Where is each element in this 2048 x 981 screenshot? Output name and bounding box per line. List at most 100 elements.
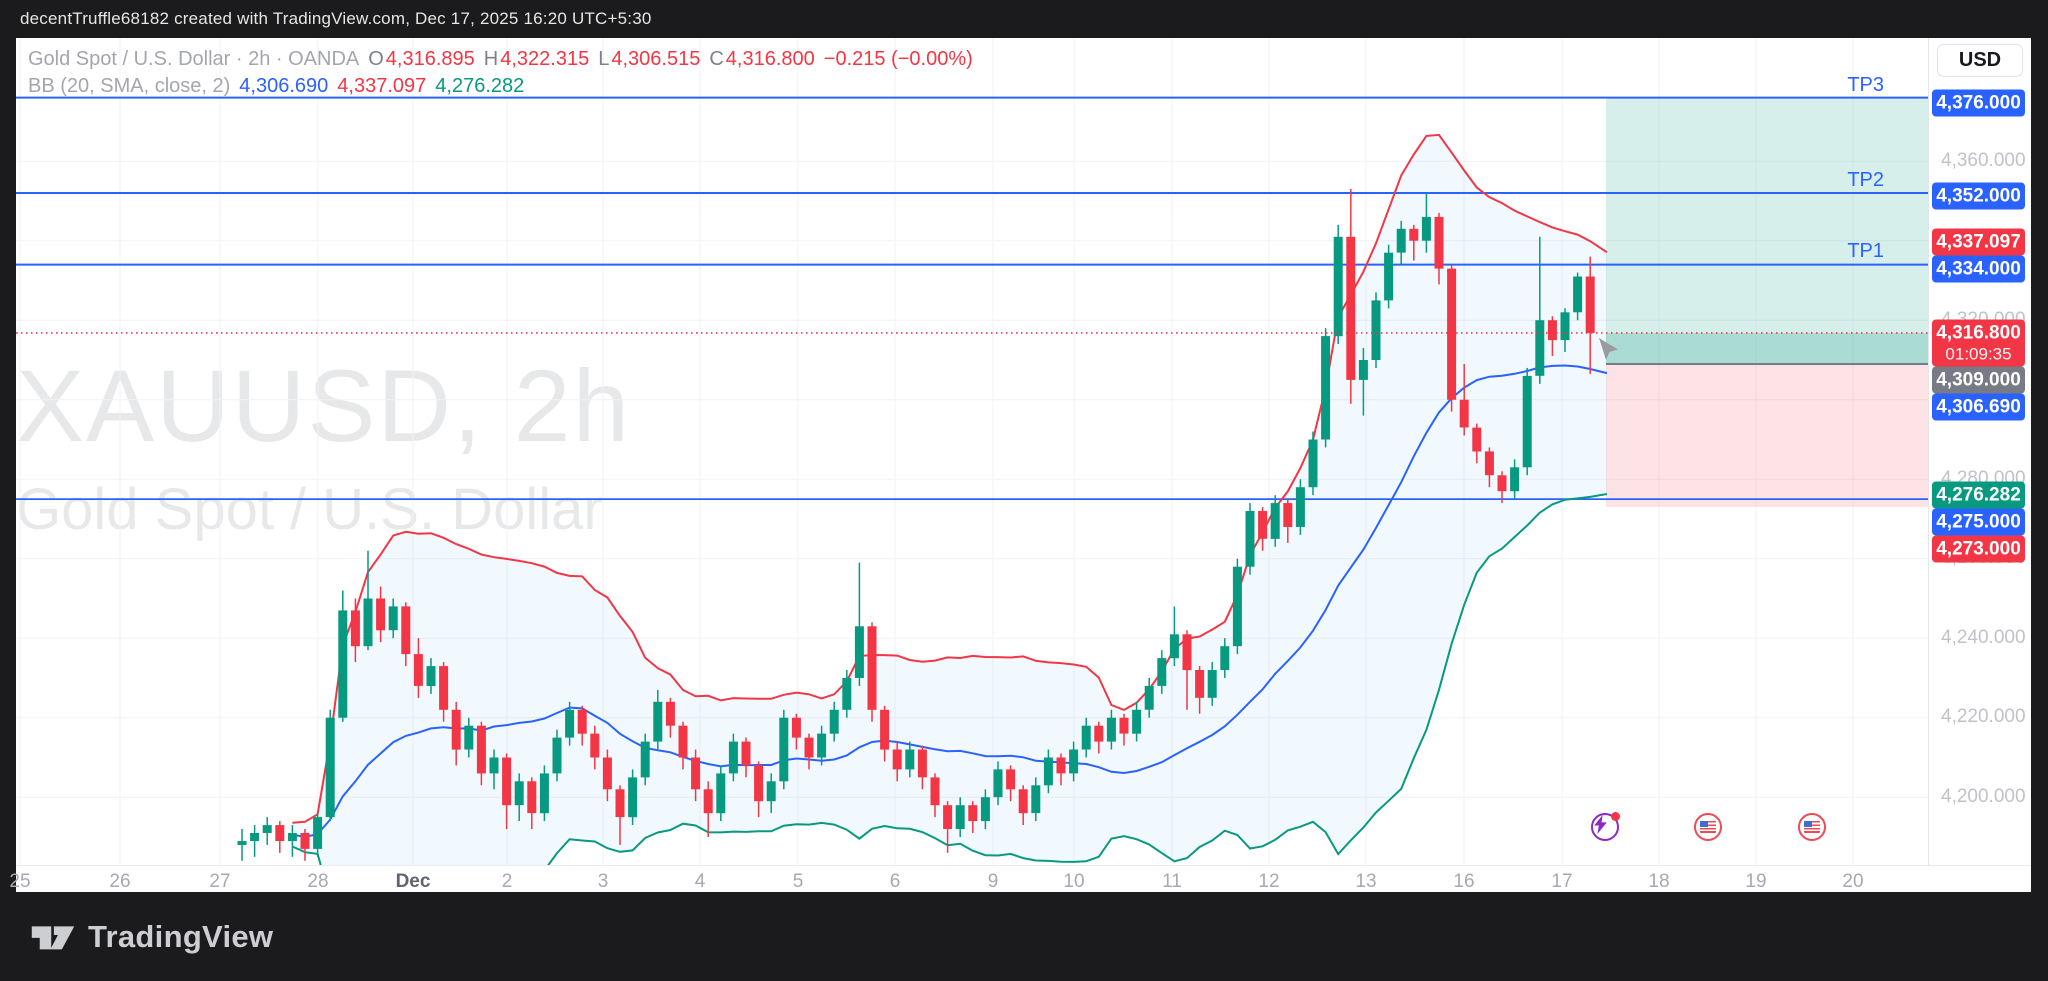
time-axis-label: 4 <box>694 871 706 892</box>
chart-legend: Gold Spot / U.S. Dollar · 2h · OANDA O 4,… <box>28 46 973 100</box>
candle-body <box>917 749 927 778</box>
price-badge: 4,337.097 <box>1932 228 2025 256</box>
candle-body <box>1094 725 1104 742</box>
tradingview-brand[interactable]: TradingView <box>30 917 273 957</box>
bb-upper-value: 4,337.097 <box>337 75 427 97</box>
candle-body <box>250 833 260 841</box>
candle-body <box>716 773 726 814</box>
indicator-row[interactable]: BB (20, SMA, close, 2) 4,306.690 4,337.0… <box>28 73 973 100</box>
time-axis-label: 2 <box>501 871 513 892</box>
candle-body <box>653 701 663 742</box>
candle-body <box>426 666 436 686</box>
candle-body <box>1535 320 1545 376</box>
candle-body <box>439 666 449 710</box>
change-value: −0.215 (−0.00%) <box>823 48 973 70</box>
time-axis-label: 18 <box>1648 871 1670 892</box>
candle-body <box>1119 717 1129 734</box>
time-axis-label: 16 <box>1453 871 1475 892</box>
tp-level-label[interactable]: TP1 <box>1847 240 1884 262</box>
ohlc-values: O 4,316.895 H 4,322.315 L 4,306.515 C 4,316.800 <box>368 48 815 71</box>
time-axis[interactable]: 25 26 27 28 Dec 2 3 4 5 6 9 10 11 12 13 16 17 18 19 20 <box>9 865 2031 892</box>
candle-body <box>1459 399 1469 428</box>
candle-body <box>628 777 638 818</box>
candle-body <box>1258 511 1268 539</box>
candle-body <box>577 709 587 734</box>
candle-body <box>1144 685 1154 710</box>
candle-body <box>754 765 764 802</box>
time-axis-label: 13 <box>1355 871 1377 892</box>
ohlc-value: 4,322.315 <box>500 48 590 70</box>
candle-body <box>1484 451 1494 476</box>
candle-body <box>766 781 776 802</box>
candle-body <box>350 610 360 647</box>
price-axis[interactable]: USD 4,360.0004,320.0004,280.0004,260.000… <box>1928 38 2031 865</box>
attribution-text: decentTruffle68182 created with TradingV… <box>20 9 652 28</box>
candle-body <box>1333 236 1343 337</box>
candle-body <box>476 725 486 774</box>
candle-body <box>1043 757 1053 786</box>
price-badge: 4,334.000 <box>1932 255 2025 283</box>
indicator-name[interactable]: BB (20, SMA, close, 2) <box>28 75 231 97</box>
candle-body <box>880 709 890 750</box>
candle-body <box>590 733 600 758</box>
candle-body <box>1358 360 1368 380</box>
watermark-description: Gold Spot / U.S. Dollar <box>16 477 603 542</box>
candle-body <box>1522 375 1532 468</box>
candle-body <box>464 725 474 750</box>
chart-region: XAUUSD, 2h Gold Spot / U.S. Dollar Gold … <box>0 38 2048 892</box>
ohlc-value: 4,316.800 <box>725 48 815 70</box>
candle-body <box>1106 717 1116 742</box>
lightning-event-icon[interactable] <box>1591 812 1620 841</box>
price-badge: 4,352.000 <box>1932 182 2025 210</box>
footer-bar: TradingView <box>0 892 2048 981</box>
ohlc-label: L <box>598 48 610 70</box>
time-axis-label: Dec <box>395 871 431 892</box>
currency-toggle-button[interactable]: USD <box>1937 44 2023 77</box>
candle-body <box>829 709 839 734</box>
symbol-title[interactable]: Gold Spot / U.S. Dollar · 2h · OANDA <box>28 48 360 70</box>
time-axis-label: 26 <box>109 871 131 892</box>
candle-body <box>640 741 650 778</box>
candle-body <box>1447 268 1457 400</box>
time-axis-label: 11 <box>1162 871 1182 892</box>
us-flag-event-icon[interactable] <box>1798 813 1826 841</box>
candle-body <box>691 757 701 790</box>
candle-body <box>1321 336 1331 440</box>
candle-body <box>817 733 827 758</box>
time-axis-label: 9 <box>987 871 999 892</box>
us-flag <box>1804 821 1820 833</box>
us-flag-event-icon[interactable] <box>1694 813 1722 841</box>
price-tick-label: 4,200.000 <box>1941 786 2026 807</box>
candle-body <box>325 717 335 818</box>
candle-body <box>489 757 499 774</box>
candlestick-canvas[interactable] <box>16 38 1928 865</box>
candle-body <box>1585 276 1595 333</box>
price-badge: 4,306.690 <box>1932 393 2025 421</box>
candle-body <box>262 825 272 833</box>
candle-body <box>728 741 738 774</box>
tp-level-label[interactable]: TP3 <box>1847 74 1884 96</box>
candle-body <box>1472 427 1482 452</box>
price-badge: 4,316.800 01:09:35 <box>1932 319 2025 367</box>
candle-body <box>1384 252 1394 301</box>
time-axis-label: 20 <box>1842 871 1864 892</box>
candle-body <box>968 805 978 822</box>
time-axis-label: 6 <box>889 871 901 892</box>
candle-body <box>1283 503 1293 527</box>
symbol-row[interactable]: Gold Spot / U.S. Dollar · 2h · OANDA O 4,… <box>28 46 973 73</box>
candle-body <box>338 610 348 718</box>
candle-body <box>275 825 285 841</box>
attribution-bar: decentTruffle68182 created with TradingV… <box>0 0 2048 38</box>
tp-level-label[interactable]: TP2 <box>1847 169 1884 191</box>
chart-pane[interactable]: XAUUSD, 2h Gold Spot / U.S. Dollar Gold … <box>16 38 1928 865</box>
us-flag <box>1700 821 1716 833</box>
candle-body <box>930 777 940 806</box>
candle-body <box>892 749 902 770</box>
ohlc-value: 4,316.895 <box>385 48 475 70</box>
candle-body <box>1308 439 1318 488</box>
candle-body <box>1396 228 1406 253</box>
candle-body <box>1157 658 1167 686</box>
candle-body <box>527 781 537 814</box>
price-badge: 4,275.000 <box>1932 508 2025 536</box>
price-badge: 4,309.000 <box>1932 366 2025 394</box>
